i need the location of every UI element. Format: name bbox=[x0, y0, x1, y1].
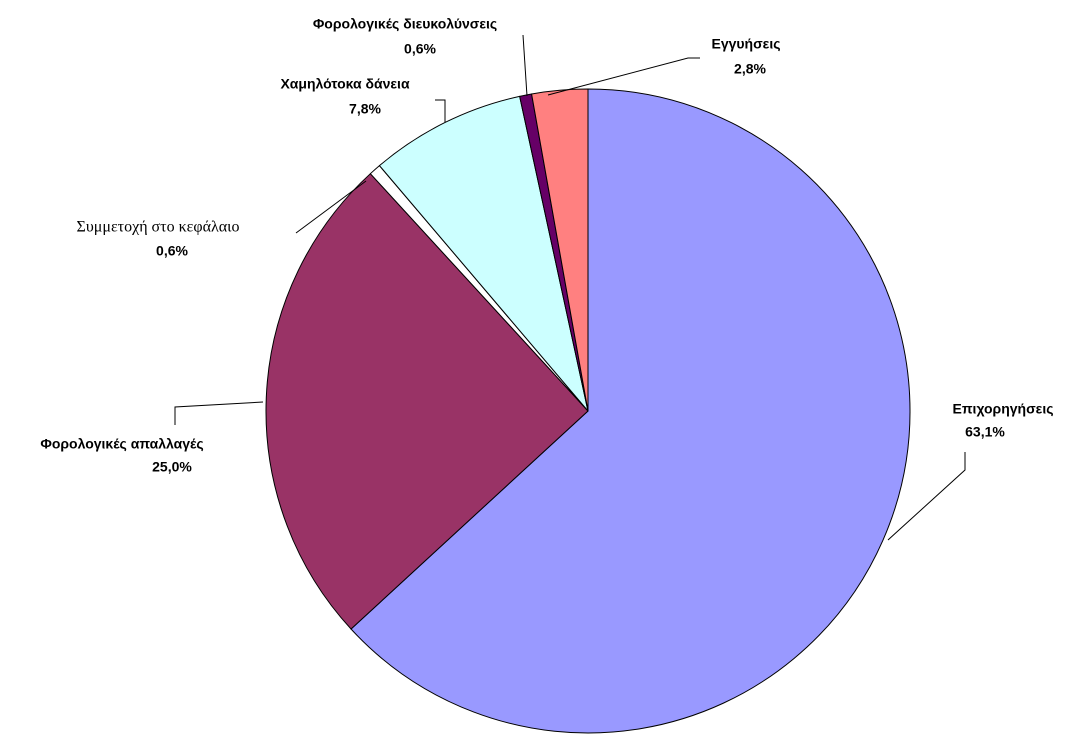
pie-slice bbox=[265, 172, 589, 630]
leader-line bbox=[435, 99, 446, 122]
slice-label: Εγγυήσεις bbox=[711, 36, 780, 52]
value-label: 0,6% bbox=[156, 243, 188, 259]
pie-slice bbox=[378, 95, 589, 412]
pie-slice bbox=[531, 88, 589, 412]
slice-label: Επιχορηγήσεις bbox=[953, 401, 1054, 417]
slice-label: Φορολογικές διευκολύνσεις bbox=[313, 16, 497, 32]
pie-slice bbox=[350, 88, 911, 734]
value-label: 7,8% bbox=[349, 101, 381, 117]
value-label: 25,0% bbox=[152, 459, 192, 475]
value-label: 0,6% bbox=[404, 41, 436, 57]
leader-line bbox=[295, 180, 367, 234]
leader-line bbox=[522, 34, 528, 97]
slice-label: Χαμηλότοκα δάνεια bbox=[280, 76, 410, 92]
leader-line bbox=[174, 401, 264, 425]
value-label: 63,1% bbox=[965, 424, 1005, 440]
slice-label: Φορολογικές απαλλαγές bbox=[40, 436, 203, 452]
value-label: 2,8% bbox=[734, 61, 766, 77]
leader-line bbox=[547, 57, 700, 96]
leader-line bbox=[887, 452, 966, 541]
slice-label: Συμμετοχή στο κεφάλαιο bbox=[77, 219, 240, 236]
